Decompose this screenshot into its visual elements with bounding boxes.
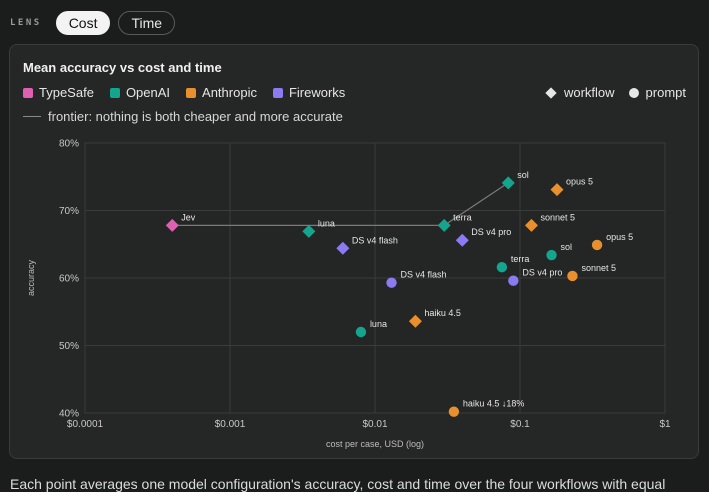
legend-item-anthropic[interactable]: Anthropic <box>186 85 257 100</box>
point-label: opus 5 <box>566 177 593 187</box>
y-tick-label: 70% <box>59 206 79 217</box>
y-tick-label: 60% <box>59 274 79 285</box>
legend-swatch-anthropic <box>186 87 197 98</box>
legend-item-typesafe[interactable]: TypeSafe <box>23 85 94 100</box>
point-label: sonnet 5 <box>581 263 616 273</box>
x-axis-label: cost per case, USD (log) <box>326 439 424 449</box>
frontier-legend: frontier: nothing is both cheaper and mo… <box>23 109 343 124</box>
point-label: haiku 4.5 ↓18% <box>463 399 525 409</box>
point-openai-workflow-terra <box>437 218 451 232</box>
marker-legend: workflow prompt <box>533 85 686 100</box>
provider-legend: TypeSafe OpenAI Anthropic Fireworks <box>23 85 361 100</box>
point-anthropic-workflow-opus-5 <box>550 183 564 197</box>
legend-item-prompt[interactable]: prompt <box>628 85 686 100</box>
point-label: terra <box>511 254 530 264</box>
point-typesafe-workflow-jev <box>165 218 179 232</box>
legend-label: OpenAI <box>125 85 171 100</box>
point-anthropic-workflow-haiku-4-5 <box>408 314 422 328</box>
x-tick-label: $0.01 <box>362 419 387 430</box>
point-anthropic-workflow-sonnet-5 <box>524 218 538 232</box>
y-axis-label: accuracy <box>26 259 36 296</box>
point-openai-prompt-terra <box>496 262 508 273</box>
legend-item-fireworks[interactable]: Fireworks <box>272 85 346 100</box>
point-openai-workflow-luna <box>302 224 316 238</box>
tab-cost[interactable]: Cost <box>55 11 111 35</box>
y-tick-label: 50% <box>59 341 79 352</box>
point-anthropic-prompt-opus-5 <box>591 239 603 251</box>
point-label: sol <box>561 242 573 252</box>
point-label: terra <box>453 212 472 222</box>
legend-item-openai[interactable]: OpenAI <box>109 85 171 100</box>
lens-label: LENS <box>10 18 42 28</box>
point-label: DS v4 pro <box>522 268 562 278</box>
legend-swatch-typesafe <box>23 87 33 98</box>
point-label: luna <box>370 319 387 329</box>
point-label: DS v4 flash <box>352 235 398 245</box>
point-fireworks-workflow-ds-v4-pro <box>455 233 469 247</box>
point-anthropic-prompt-sonnet-5 <box>567 270 578 282</box>
point-label: DS v4 pro <box>471 227 511 237</box>
point-label: DS v4 flash <box>401 270 447 280</box>
point-fireworks-workflow-ds-v4-flash <box>336 241 350 255</box>
legend-label: workflow <box>563 85 615 100</box>
x-tick-label: $1 <box>659 419 671 430</box>
point-label: luna <box>318 218 335 228</box>
x-tick-label: $0.001 <box>215 419 246 430</box>
circle-icon <box>628 87 639 98</box>
legend-label: Fireworks <box>288 85 346 100</box>
point-openai-prompt-sol <box>546 249 557 261</box>
legend-label: Anthropic <box>202 85 257 100</box>
point-openai-workflow-sol <box>501 176 515 190</box>
point-fireworks-prompt-ds-v4-flash <box>386 277 397 288</box>
point-label: opus 5 <box>606 232 633 242</box>
point-openai-prompt-luna <box>355 326 367 338</box>
point-anthropic-prompt-haiku-4-5-18 <box>448 406 460 417</box>
x-tick-label: $0.1 <box>510 419 530 430</box>
chart-title: Mean accuracy vs cost and time <box>23 60 222 75</box>
y-tick-label: 40% <box>59 409 79 420</box>
x-tick-label: $0.0001 <box>67 419 104 430</box>
point-label: sol <box>517 170 529 180</box>
footer-text: Each point averages one model configurat… <box>10 476 666 492</box>
legend-label: prompt <box>645 85 686 100</box>
legend-swatch-fireworks <box>272 87 283 98</box>
point-label: haiku 4.5 <box>424 308 461 318</box>
point-label: Jev <box>181 212 196 222</box>
frontier-line <box>172 182 509 226</box>
frontier-label: frontier: nothing is both cheaper and mo… <box>48 109 343 124</box>
tab-time[interactable]: Time <box>118 11 176 35</box>
point-label: sonnet 5 <box>540 212 575 222</box>
point-fireworks-prompt-ds-v4-pro <box>508 275 519 286</box>
legend-swatch-openai <box>109 87 120 98</box>
y-tick-label: 80% <box>59 139 79 150</box>
frontier-line-icon <box>23 116 41 117</box>
lens-bar: LENS Cost Time <box>10 10 183 36</box>
legend-item-workflow[interactable]: workflow <box>545 85 615 100</box>
legend-label: TypeSafe <box>39 85 94 100</box>
